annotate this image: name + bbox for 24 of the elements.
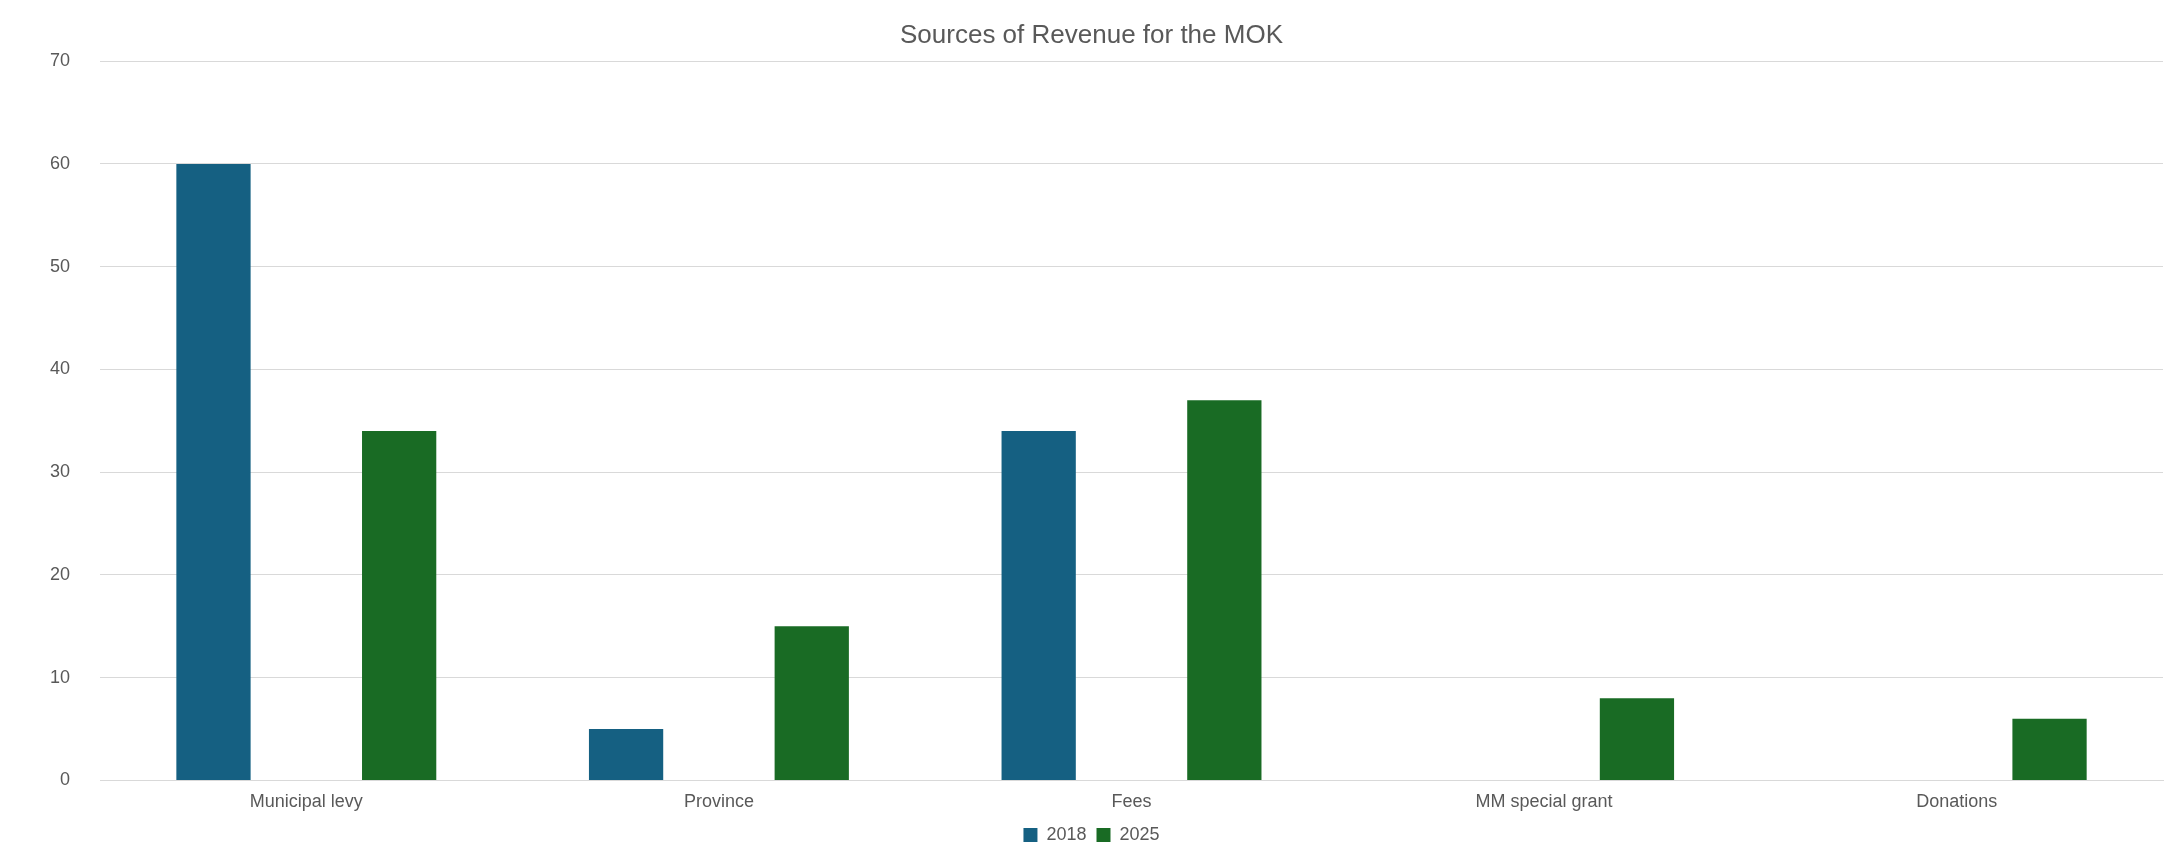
- bar: [176, 163, 251, 780]
- chart-title: Sources of Revenue for the MOK: [900, 18, 1284, 49]
- x-tick-label: MM special grant: [1475, 791, 1613, 812]
- y-tick-label: 10: [49, 666, 71, 687]
- y-tick-label: 30: [49, 461, 71, 482]
- y-tick-label: 0: [60, 769, 71, 790]
- bar: [588, 729, 664, 780]
- y-tick-label: 50: [49, 255, 71, 276]
- bar: [2012, 718, 2087, 780]
- bar: [362, 431, 437, 780]
- y-tick-label: 60: [49, 152, 71, 173]
- bar: [1001, 431, 1076, 780]
- bar: [774, 626, 849, 780]
- legend-label: 2018: [1046, 823, 1087, 844]
- bar: [1599, 698, 1675, 780]
- x-tick-label: Fees: [1111, 791, 1152, 812]
- y-tick-label: 20: [49, 563, 71, 584]
- bar: [1187, 400, 1262, 780]
- y-tick-label: 70: [49, 50, 71, 71]
- y-tick-label: 40: [49, 358, 71, 379]
- x-tick-label: Province: [683, 791, 754, 812]
- x-tick-label: Donations: [1916, 791, 1998, 812]
- legend-label: 2025: [1119, 823, 1160, 844]
- x-tick-label: Municipal levy: [249, 791, 363, 812]
